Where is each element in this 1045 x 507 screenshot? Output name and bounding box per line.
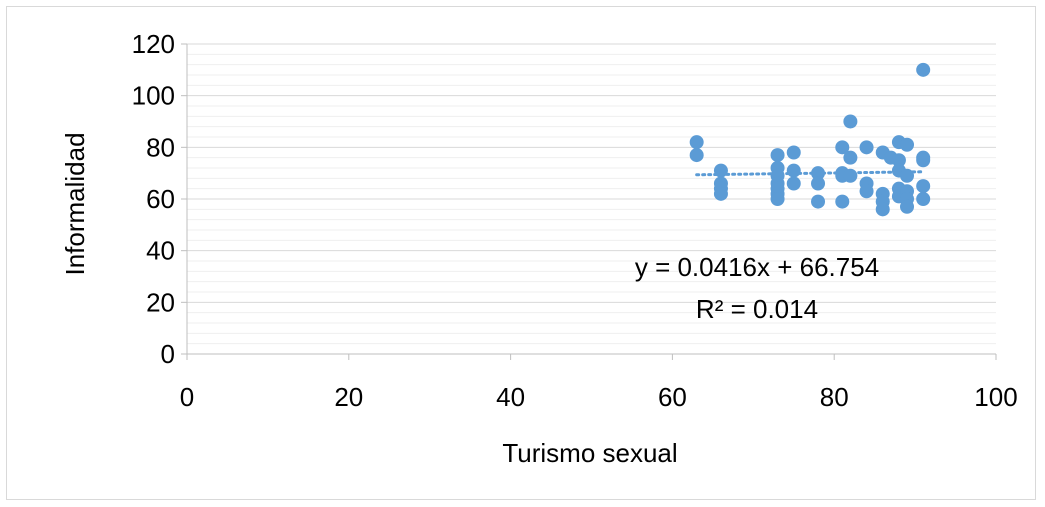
chart-frame: 0 20 40 60 80 100 0 20 40 60 80 100 120 Turismo sexu… bbox=[6, 6, 1036, 500]
tick-labels: 0 20 40 60 80 100 0 20 40 60 80 100 120 bbox=[132, 29, 1018, 412]
data-points bbox=[689, 62, 931, 217]
data-point bbox=[916, 179, 931, 194]
data-point bbox=[916, 153, 931, 168]
y-tick-label: 20 bbox=[146, 287, 175, 317]
data-point bbox=[859, 184, 874, 199]
trendline bbox=[695, 170, 925, 177]
data-point bbox=[891, 153, 906, 168]
data-point bbox=[713, 163, 728, 178]
trendline-r-squared: R² = 0.014 bbox=[696, 294, 818, 324]
y-tick-label: 100 bbox=[132, 81, 175, 111]
data-point bbox=[786, 145, 801, 160]
y-tick-label: 40 bbox=[146, 236, 175, 266]
data-point bbox=[786, 176, 801, 191]
y-tick-label: 0 bbox=[161, 339, 175, 369]
data-point bbox=[916, 192, 931, 206]
data-point bbox=[811, 176, 826, 191]
data-point bbox=[786, 163, 801, 178]
data-point bbox=[770, 148, 785, 163]
data-point bbox=[811, 194, 826, 209]
y-tick-label: 80 bbox=[146, 132, 175, 162]
gridlines bbox=[187, 43, 996, 345]
data-point bbox=[689, 148, 704, 163]
data-point bbox=[859, 140, 874, 155]
x-tick-label: 20 bbox=[334, 382, 363, 412]
data-point bbox=[811, 166, 826, 181]
y-tick-label: 120 bbox=[132, 29, 175, 59]
data-point bbox=[900, 199, 915, 214]
scatter-plot: 0 20 40 60 80 100 0 20 40 60 80 100 120 Turismo sexu… bbox=[60, 29, 1018, 468]
x-tick-label: 80 bbox=[820, 382, 849, 412]
x-tick-label: 0 bbox=[180, 382, 194, 412]
data-point bbox=[900, 168, 915, 183]
x-axis-label: Turismo sexual bbox=[502, 438, 677, 468]
data-point bbox=[689, 135, 704, 150]
data-point bbox=[916, 62, 931, 77]
x-tick-label: 60 bbox=[658, 382, 687, 412]
y-axis-label: Informalidad bbox=[60, 132, 90, 275]
data-point bbox=[843, 114, 858, 129]
data-point bbox=[835, 140, 850, 155]
trendline-equation: y = 0.0416x + 66.754 bbox=[635, 252, 879, 282]
x-tick-label: 100 bbox=[974, 382, 1017, 412]
data-point bbox=[875, 202, 890, 217]
data-point bbox=[900, 137, 915, 152]
x-tick-label: 40 bbox=[496, 382, 525, 412]
data-point bbox=[835, 194, 850, 209]
axes bbox=[181, 43, 997, 360]
y-tick-label: 60 bbox=[146, 184, 175, 214]
data-point bbox=[843, 168, 858, 183]
data-point bbox=[713, 186, 728, 201]
trendline-line bbox=[695, 170, 925, 177]
data-point bbox=[843, 150, 858, 165]
data-point bbox=[770, 192, 785, 206]
